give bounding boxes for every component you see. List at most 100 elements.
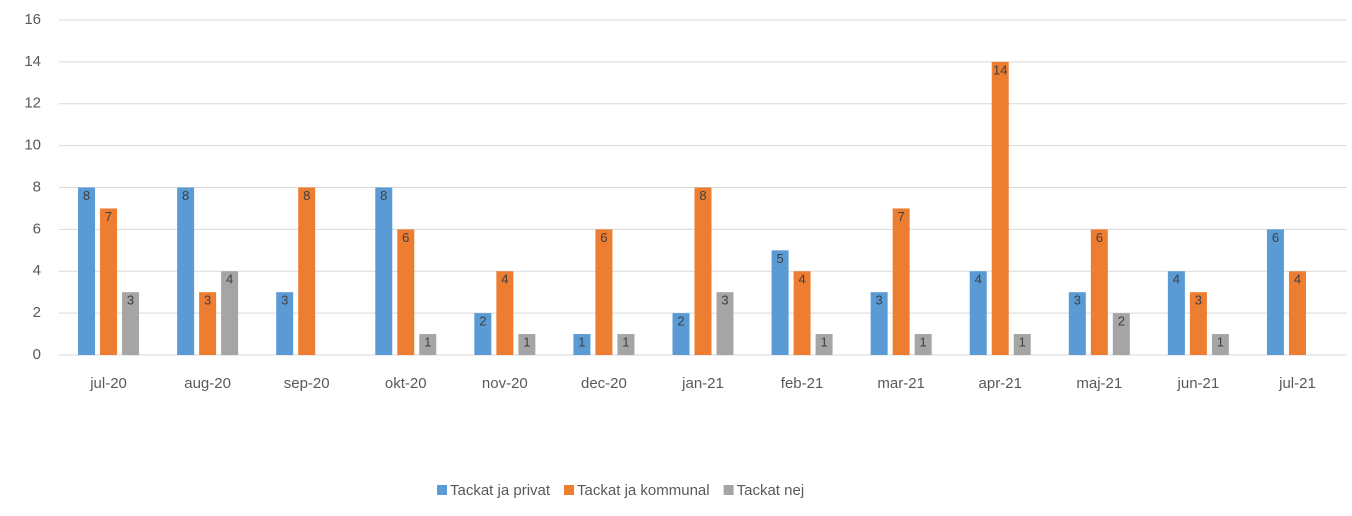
data-label: 4	[1294, 272, 1301, 287]
data-label: 3	[721, 293, 728, 308]
x-tick-label: sep-20	[284, 375, 330, 392]
y-tick-label: 16	[24, 11, 41, 28]
y-tick-label: 14	[24, 53, 41, 70]
y-tick-label: 8	[33, 178, 41, 195]
data-label: 2	[1118, 314, 1125, 329]
y-tick-label: 12	[24, 95, 41, 112]
data-label: 1	[523, 335, 530, 350]
bar	[991, 61, 1009, 355]
x-tick-label: feb-21	[781, 375, 824, 392]
data-label: 7	[898, 209, 905, 224]
bar	[276, 292, 294, 355]
legend-label: Tackat nej	[737, 482, 805, 499]
bar	[815, 334, 833, 355]
bar	[617, 334, 635, 355]
data-label: 6	[1096, 230, 1103, 245]
data-label: 6	[402, 230, 409, 245]
bar	[496, 271, 514, 355]
data-label: 8	[83, 188, 90, 203]
bar	[474, 313, 492, 355]
x-tick-label: apr-21	[979, 375, 1022, 392]
bar	[793, 271, 811, 355]
bar	[122, 292, 140, 355]
y-tick-label: 4	[33, 262, 41, 279]
data-label: 6	[600, 230, 607, 245]
data-label: 1	[622, 335, 629, 350]
bar	[1167, 271, 1185, 355]
bar	[672, 313, 690, 355]
bar	[298, 187, 316, 355]
data-label: 4	[975, 272, 982, 287]
bar	[892, 208, 910, 355]
bar	[221, 271, 239, 355]
x-tick-label: dec-20	[581, 375, 627, 392]
bar	[716, 292, 734, 355]
x-tick-label: mar-21	[877, 375, 925, 392]
data-label: 4	[226, 272, 233, 287]
data-label: 3	[204, 293, 211, 308]
data-label: 1	[578, 335, 585, 350]
bar	[595, 229, 613, 355]
legend-swatch	[564, 485, 575, 495]
bar	[969, 271, 987, 355]
data-label: 8	[182, 188, 189, 203]
data-label: 4	[501, 272, 508, 287]
x-tick-label: aug-20	[184, 375, 231, 392]
x-tick-label: jun-21	[1177, 375, 1220, 392]
legend-swatch	[437, 485, 447, 495]
data-label: 4	[798, 272, 805, 287]
data-label: 1	[1217, 335, 1224, 350]
legend: Tackat ja privat Tackat ja kommunal Tackat…	[437, 482, 804, 499]
data-label: 14	[993, 62, 1007, 77]
bar	[870, 292, 888, 355]
data-label: 8	[380, 188, 387, 203]
legend-label: Tackat ja kommunal	[577, 482, 710, 499]
bar	[573, 334, 591, 355]
bar	[375, 187, 393, 355]
data-label: 3	[876, 293, 883, 308]
bar	[1112, 313, 1130, 355]
bar	[1288, 271, 1306, 355]
data-label: 1	[1019, 335, 1026, 350]
x-tick-label: nov-20	[482, 375, 528, 392]
bar	[1189, 292, 1207, 355]
bar	[397, 229, 415, 355]
bar	[177, 187, 195, 355]
legend-swatch	[723, 485, 734, 495]
bar	[100, 208, 118, 355]
bar	[1068, 292, 1086, 355]
bar	[914, 334, 932, 355]
legend-label: Tackat ja privat	[450, 482, 551, 499]
x-tick-label: jan-21	[681, 375, 724, 392]
data-label: 5	[776, 251, 783, 266]
x-tick-label: maj-21	[1076, 375, 1122, 392]
bar	[1266, 229, 1284, 355]
y-tick-label: 2	[33, 304, 41, 321]
data-label: 1	[424, 335, 431, 350]
data-label: 4	[1173, 272, 1180, 287]
bar	[771, 250, 789, 355]
bar	[1211, 334, 1229, 355]
y-tick-label: 6	[33, 220, 41, 237]
data-label: 3	[127, 293, 134, 308]
data-label: 7	[105, 209, 112, 224]
bar	[1090, 229, 1108, 355]
data-label: 2	[479, 314, 486, 329]
bar	[518, 334, 536, 355]
data-label: 3	[1074, 293, 1081, 308]
x-tick-label: jul-20	[89, 375, 127, 392]
data-label: 8	[303, 188, 310, 203]
bar	[199, 292, 217, 355]
data-label: 1	[820, 335, 827, 350]
data-label: 6	[1272, 230, 1279, 245]
data-label: 3	[1195, 293, 1202, 308]
x-tick-label: okt-20	[385, 375, 427, 392]
bar	[694, 187, 712, 355]
data-label: 2	[677, 314, 684, 329]
y-tick-label: 0	[33, 346, 41, 363]
data-label: 1	[920, 335, 927, 350]
bar	[78, 187, 96, 355]
bar	[1013, 334, 1031, 355]
bar	[419, 334, 437, 355]
